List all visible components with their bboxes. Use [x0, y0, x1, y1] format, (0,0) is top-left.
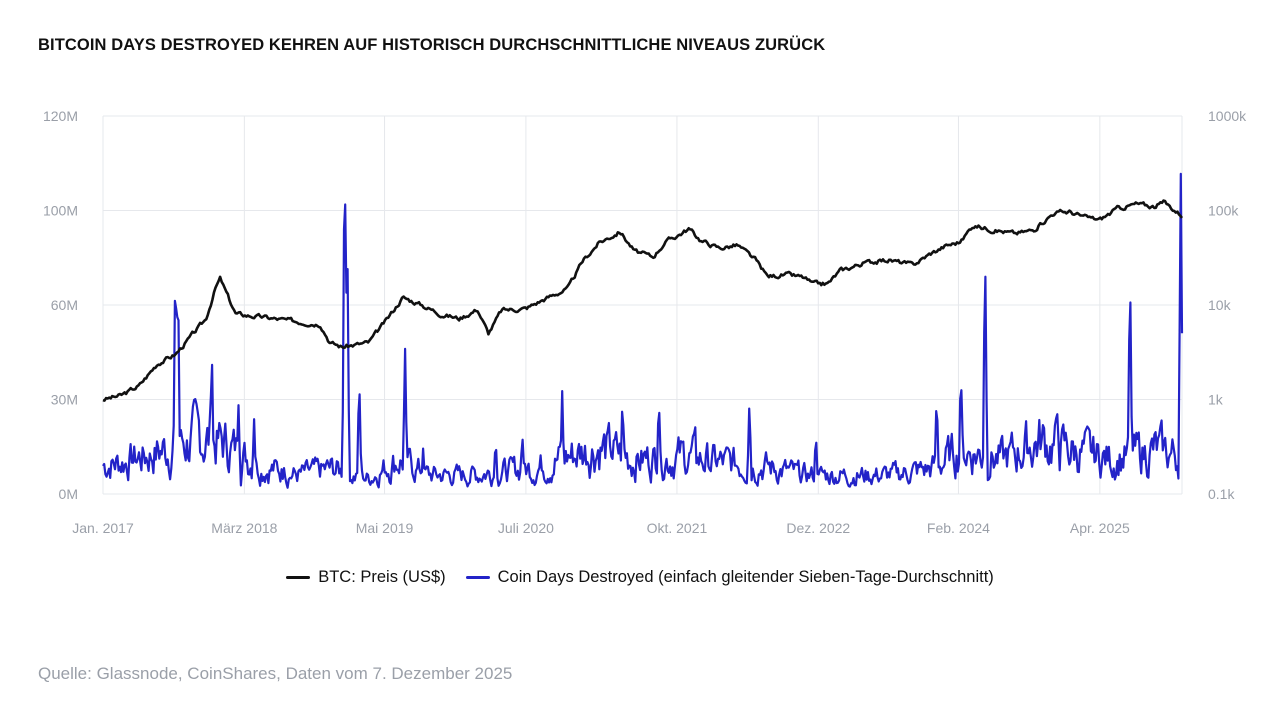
series-line-coin-days-destroyed — [102, 172, 1184, 489]
legend-swatch-cdd — [465, 576, 490, 579]
legend-item-cdd: Coin Days Destroyed (einfach gleitender … — [465, 568, 994, 587]
grid — [102, 115, 1183, 495]
y-right-tick-label: 1k — [1208, 392, 1224, 408]
x-axis: Jan. 2017 März 2018 Mai 2019 Juli 2020 Okt. … — [72, 520, 1130, 536]
y-left-tick-label: 30M — [51, 392, 78, 408]
legend-swatch-price — [286, 576, 311, 579]
y-left-tick-label: 100M — [43, 203, 78, 219]
legend: BTC: Preis (US$) Coin Days Destroyed (ei… — [0, 568, 1280, 587]
y-right-tick-label: 100k — [1208, 203, 1239, 219]
y-axis-left: 0M 30M 60M 100M 120M — [43, 108, 78, 502]
legend-label-price: BTC: Preis (US$) — [318, 568, 446, 586]
y-left-tick-label: 120M — [43, 108, 78, 124]
chart: 0M 30M 60M 100M 120M 0.1k 1k 10k 100k 1000k Jan.… — [43, 108, 1247, 536]
x-tick-label: Juli 2020 — [498, 520, 554, 536]
y-left-tick-label: 60M — [51, 297, 78, 313]
series-line-btc-price — [102, 199, 1184, 402]
y-right-tick-label: 10k — [1208, 297, 1232, 313]
y-right-tick-label: 0.1k — [1208, 486, 1235, 502]
x-tick-label: Feb. 2024 — [927, 520, 990, 536]
source-note: Quelle: Glassnode, CoinShares, Daten vom… — [38, 664, 513, 683]
y-right-tick-label: 1000k — [1208, 108, 1247, 124]
y-left-tick-label: 0M — [59, 486, 78, 502]
x-tick-label: Dez. 2022 — [786, 520, 850, 536]
y-axis-right: 0.1k 1k 10k 100k 1000k — [1208, 108, 1247, 502]
x-tick-label: Okt. 2021 — [647, 520, 708, 536]
x-tick-label: Mai 2019 — [356, 520, 414, 536]
x-tick-label: März 2018 — [211, 520, 277, 536]
chart-title: BITCOIN DAYS DESTROYED KEHREN AUF HISTOR… — [38, 36, 826, 54]
x-tick-label: Jan. 2017 — [72, 520, 134, 536]
plot-lines — [102, 172, 1184, 489]
x-tick-label: Apr. 2025 — [1070, 520, 1130, 536]
legend-item-price: BTC: Preis (US$) — [286, 568, 446, 587]
legend-label-cdd: Coin Days Destroyed (einfach gleitender … — [497, 568, 994, 586]
